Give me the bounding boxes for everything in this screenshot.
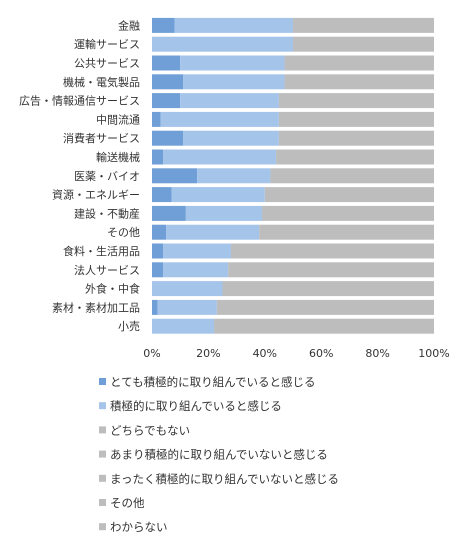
category-label: 消費者サービス bbox=[63, 131, 140, 145]
bar-segment-0-1 bbox=[174, 17, 293, 33]
bar-segment-11-0 bbox=[152, 224, 167, 240]
bar-segment-5-0 bbox=[152, 111, 161, 127]
x-tick-label: 80% bbox=[365, 347, 389, 360]
x-tick-label: 100% bbox=[418, 347, 449, 360]
category-label: 金融 bbox=[118, 18, 140, 32]
bar-segment-14-1 bbox=[152, 281, 223, 297]
legend-swatch bbox=[99, 426, 106, 434]
bar-segment-12-1 bbox=[163, 243, 231, 259]
category-label: 資源・エネルギー bbox=[52, 188, 140, 202]
bar-segment-9-2 bbox=[264, 187, 434, 203]
bar-segment-5-2 bbox=[278, 111, 434, 127]
bar-segment-3-2 bbox=[284, 74, 434, 90]
bar-segment-10-0 bbox=[152, 205, 186, 221]
bar-segment-4-2 bbox=[278, 93, 434, 109]
legend-label: その他 bbox=[110, 496, 145, 510]
bar-segment-5-1 bbox=[160, 111, 279, 127]
bar-segment-9-1 bbox=[171, 187, 265, 203]
legend-label: 積極的に取り組んでいると感じる bbox=[110, 399, 282, 413]
legend-label: あまり積極的に取り組んでいないと感じる bbox=[110, 448, 328, 462]
legend: とても積極的に取り組んでいると感じる積極的に取り組んでいると感じるどちらでもない… bbox=[99, 375, 339, 534]
category-label: 小売 bbox=[118, 320, 140, 333]
bar-segment-15-1 bbox=[157, 299, 217, 315]
category-label: 食料・生活用品 bbox=[63, 244, 140, 258]
category-label: 中間流通 bbox=[96, 112, 140, 126]
bar-segment-14-2 bbox=[222, 281, 434, 297]
bar-segment-7-0 bbox=[152, 149, 164, 165]
category-label: 素材・素材加工品 bbox=[52, 300, 140, 314]
bar-segment-2-2 bbox=[284, 55, 434, 71]
legend-label: どちらでもない bbox=[110, 423, 190, 437]
bar-segment-2-0 bbox=[152, 55, 181, 71]
bar-segment-6-2 bbox=[278, 130, 434, 146]
bar-segment-1-2 bbox=[293, 36, 434, 52]
bar-segment-15-0 bbox=[152, 299, 158, 315]
x-tick-label: 20% bbox=[196, 347, 220, 360]
bar-segment-10-2 bbox=[261, 205, 434, 221]
legend-swatch bbox=[99, 474, 106, 482]
legend-swatch bbox=[99, 499, 106, 506]
bar-segment-3-1 bbox=[183, 74, 285, 90]
bar-segment-2-1 bbox=[180, 55, 285, 71]
legend-label: まったく積極的に取り組んでいないと感じる bbox=[110, 472, 339, 486]
category-label: 外食・中食 bbox=[85, 282, 140, 296]
bar-segment-16-2 bbox=[214, 318, 434, 334]
bar-segment-4-1 bbox=[180, 93, 279, 109]
bar-segment-9-0 bbox=[152, 187, 172, 203]
category-label: 建設・不動産 bbox=[74, 206, 140, 220]
bar-segment-15-2 bbox=[216, 299, 434, 315]
x-axis-ticks: 0% 20% 40% 60% 80% 100% bbox=[143, 347, 449, 360]
legend-swatch bbox=[99, 378, 106, 385]
bar-segment-7-1 bbox=[163, 149, 277, 165]
legend-swatch bbox=[99, 523, 106, 531]
bar-segment-12-0 bbox=[152, 243, 164, 259]
category-labels: 金融運輸サービス公共サービス機械・電気製品広告・情報通信サービス中間流通消費者サ… bbox=[19, 18, 140, 333]
bar-segment-3-0 bbox=[152, 74, 184, 90]
bar-segment-12-2 bbox=[230, 243, 434, 259]
category-label: 広告・情報通信サービス bbox=[19, 95, 140, 108]
category-label: その他 bbox=[107, 226, 140, 239]
legend-swatch bbox=[99, 402, 106, 410]
category-label: 輸送機械 bbox=[96, 150, 140, 164]
category-label: 公共サービス bbox=[74, 57, 140, 70]
bar-group bbox=[152, 17, 434, 334]
bar-segment-6-1 bbox=[183, 130, 279, 146]
bar-segment-6-0 bbox=[152, 130, 184, 146]
bar-segment-13-1 bbox=[163, 262, 229, 278]
bar-segment-16-1 bbox=[152, 318, 215, 334]
category-label: 医薬・バイオ bbox=[74, 170, 140, 183]
legend-label: わからない bbox=[110, 520, 168, 534]
bar-segment-8-1 bbox=[197, 168, 271, 184]
x-tick-label: 40% bbox=[253, 347, 277, 360]
category-label: 法人サービス bbox=[74, 263, 140, 277]
legend-swatch bbox=[99, 450, 106, 458]
bar-segment-1-1 bbox=[152, 36, 293, 52]
x-tick-label: 0% bbox=[143, 347, 160, 360]
bar-segment-11-1 bbox=[166, 224, 260, 240]
bar-segment-4-0 bbox=[152, 93, 181, 109]
bar-segment-13-0 bbox=[152, 262, 164, 278]
bar-segment-11-2 bbox=[259, 224, 434, 240]
category-label: 運輸サービス bbox=[74, 37, 140, 51]
bar-segment-13-2 bbox=[228, 262, 434, 278]
bar-segment-10-1 bbox=[185, 205, 262, 221]
x-tick-label: 60% bbox=[309, 347, 333, 360]
bar-segment-0-2 bbox=[293, 17, 434, 33]
legend-label: とても積極的に取り組んでいると感じる bbox=[110, 375, 316, 389]
bar-segment-8-0 bbox=[152, 168, 198, 184]
category-label: 機械・電気製品 bbox=[63, 75, 140, 89]
bar-segment-7-2 bbox=[276, 149, 434, 165]
bar-segment-8-2 bbox=[270, 168, 434, 184]
bar-segment-0-0 bbox=[152, 17, 175, 33]
